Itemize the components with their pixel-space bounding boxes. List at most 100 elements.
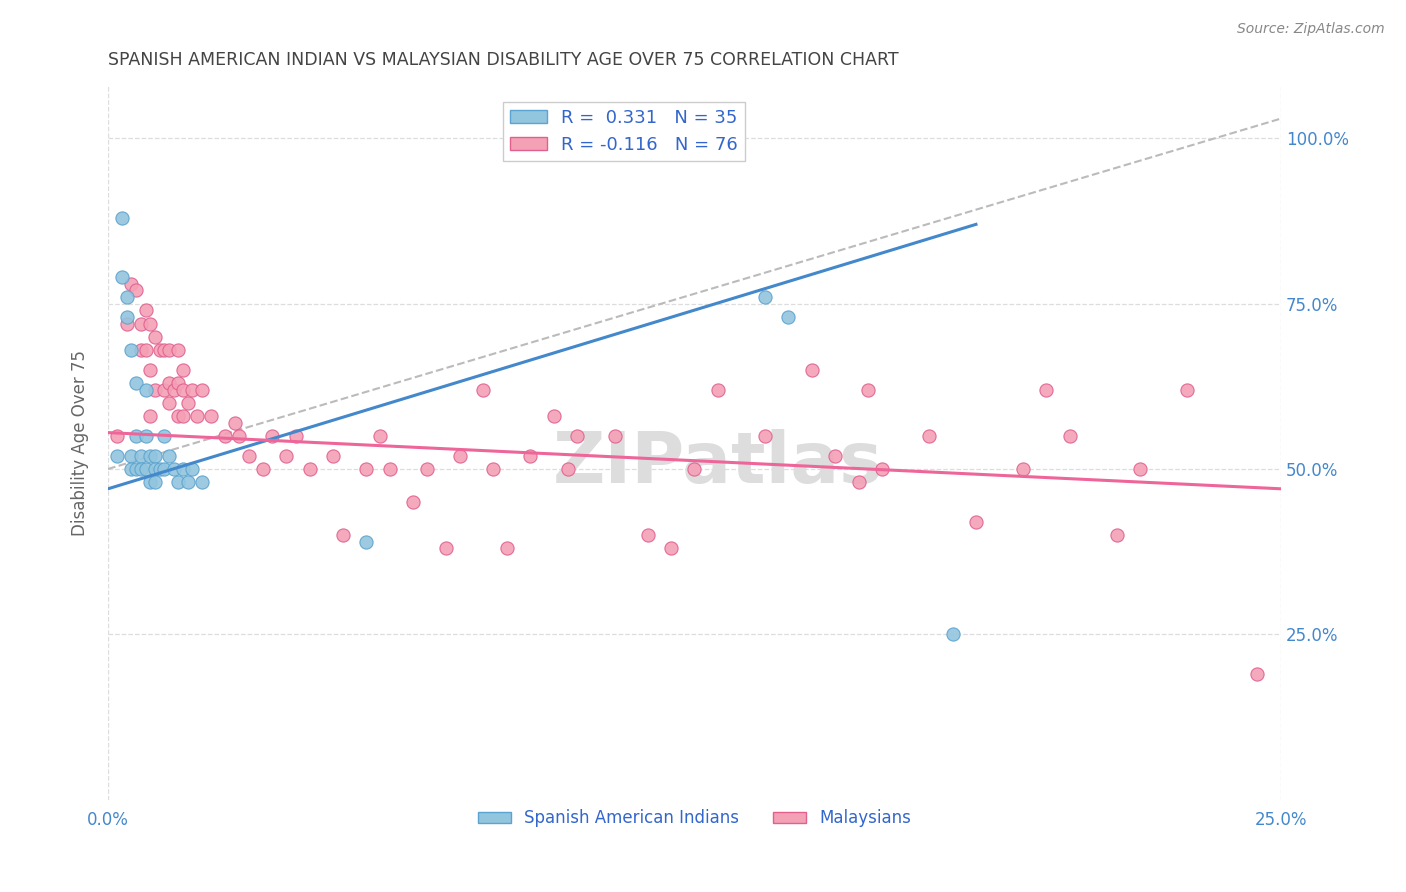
Point (181, 383, 204, 397)
Point (519, 449, 541, 463)
Point (416, 462, 439, 476)
Point (163, 462, 186, 476)
Point (177, 475, 200, 490)
Point (754, 290, 776, 304)
Point (172, 462, 194, 476)
Point (163, 383, 186, 397)
Point (115, 290, 138, 304)
Point (800, 363, 823, 377)
Point (167, 376, 190, 390)
Point (115, 317, 138, 331)
Point (262, 429, 284, 443)
Point (125, 462, 148, 476)
Point (135, 383, 157, 397)
Point (120, 449, 142, 463)
Legend: Spanish American Indians, Malaysians: Spanish American Indians, Malaysians (471, 803, 918, 834)
Point (495, 541, 517, 556)
Point (224, 416, 246, 430)
Point (1035, 383, 1057, 397)
Point (378, 462, 401, 476)
Point (543, 409, 565, 423)
Point (143, 383, 166, 397)
Point (172, 383, 194, 397)
Point (120, 277, 142, 291)
Point (754, 429, 776, 443)
Point (659, 541, 682, 556)
Point (824, 449, 846, 463)
Point (186, 409, 208, 423)
Point (332, 528, 354, 542)
Point (157, 343, 180, 357)
Point (157, 376, 180, 390)
Point (139, 409, 162, 423)
Point (941, 627, 963, 641)
Point (252, 462, 274, 476)
Point (191, 475, 214, 490)
Point (1105, 528, 1128, 542)
Point (298, 462, 321, 476)
Point (153, 429, 176, 443)
Text: ZIPatlas: ZIPatlas (553, 429, 883, 499)
Point (157, 449, 180, 463)
Point (167, 343, 190, 357)
Point (778, 310, 800, 324)
Point (125, 376, 148, 390)
Point (354, 462, 377, 476)
Point (129, 462, 152, 476)
Point (848, 475, 870, 490)
Point (135, 303, 157, 318)
Point (153, 462, 176, 476)
Point (125, 284, 148, 298)
Point (1059, 429, 1081, 443)
Point (129, 343, 152, 357)
Point (143, 475, 166, 490)
Point (228, 429, 250, 443)
Point (918, 429, 941, 443)
Point (139, 363, 162, 377)
Point (129, 317, 152, 331)
Text: SPANISH AMERICAN INDIAN VS MALAYSIAN DISABILITY AGE OVER 75 CORRELATION CHART: SPANISH AMERICAN INDIAN VS MALAYSIAN DIS… (108, 51, 898, 69)
Point (135, 343, 157, 357)
Point (167, 475, 190, 490)
Point (143, 462, 166, 476)
Point (368, 429, 391, 443)
Point (472, 383, 495, 397)
Point (167, 409, 190, 423)
Point (481, 462, 503, 476)
Point (181, 462, 204, 476)
Point (683, 462, 706, 476)
Point (125, 429, 148, 443)
Point (1012, 462, 1035, 476)
Point (172, 409, 194, 423)
Point (567, 429, 589, 443)
Point (276, 449, 298, 463)
Point (449, 449, 471, 463)
Point (1175, 383, 1198, 397)
Point (214, 429, 236, 443)
Point (284, 429, 307, 443)
Point (177, 396, 200, 410)
Point (557, 462, 579, 476)
Point (1129, 462, 1152, 476)
Point (120, 462, 142, 476)
Point (157, 396, 180, 410)
Point (402, 495, 425, 509)
Point (856, 383, 879, 397)
Point (135, 429, 157, 443)
Point (115, 310, 138, 324)
Point (111, 270, 134, 285)
Point (149, 462, 172, 476)
Point (105, 449, 128, 463)
Point (965, 515, 987, 529)
Point (354, 534, 377, 549)
Point (139, 317, 162, 331)
Point (139, 475, 162, 490)
Point (200, 409, 222, 423)
Point (111, 211, 134, 225)
Point (135, 462, 157, 476)
Point (191, 383, 214, 397)
Point (143, 330, 166, 344)
Point (870, 462, 893, 476)
Point (149, 343, 172, 357)
Point (120, 343, 142, 357)
